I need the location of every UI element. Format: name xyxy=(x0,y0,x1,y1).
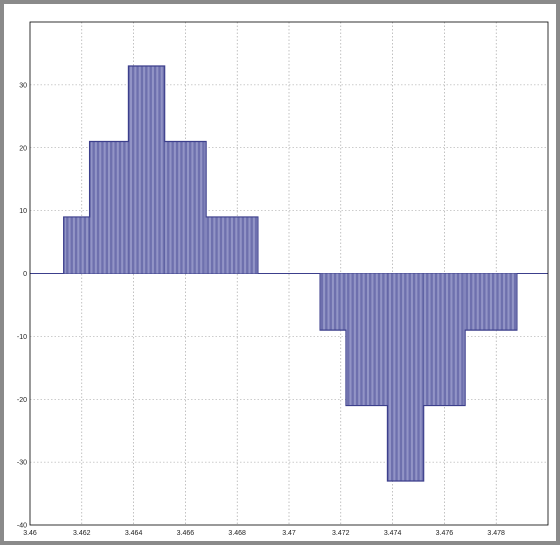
x-tick-label: 3.468 xyxy=(228,530,246,537)
y-tick-label: -30 xyxy=(17,460,27,467)
x-tick-label: 3.478 xyxy=(487,530,505,537)
y-tick-label: 30 xyxy=(19,82,27,89)
x-axis-ticks: 3.46 3.462 3.464 3.466 3.468 3.47 3.472 3.474 3.… xyxy=(23,530,505,537)
x-tick-label: 3.47 xyxy=(282,530,296,537)
envelope xyxy=(63,65,518,482)
x-tick-label: 3.46 xyxy=(23,530,37,537)
y-tick-label: 10 xyxy=(19,208,27,215)
y-tick-label: 0 xyxy=(23,271,27,278)
x-tick-label: 3.466 xyxy=(177,530,195,537)
step-envelope xyxy=(63,65,259,274)
step-envelope xyxy=(319,273,518,482)
y-tick-label: 20 xyxy=(19,145,27,152)
x-tick-label: 3.472 xyxy=(332,530,350,537)
x-tick-label: 3.464 xyxy=(125,530,143,537)
x-tick-label: 3.462 xyxy=(73,530,91,537)
x-tick-label: 3.474 xyxy=(384,530,402,537)
y-tick-label: -10 xyxy=(17,334,27,341)
plot-area-border xyxy=(29,21,549,526)
y-tick-label: -40 xyxy=(17,523,27,530)
y-axis-ticks: -40 -30 -20 -10 0 10 20 30 xyxy=(17,82,27,529)
y-tick-label: -20 xyxy=(17,397,27,404)
x-tick-label: 3.476 xyxy=(436,530,454,537)
